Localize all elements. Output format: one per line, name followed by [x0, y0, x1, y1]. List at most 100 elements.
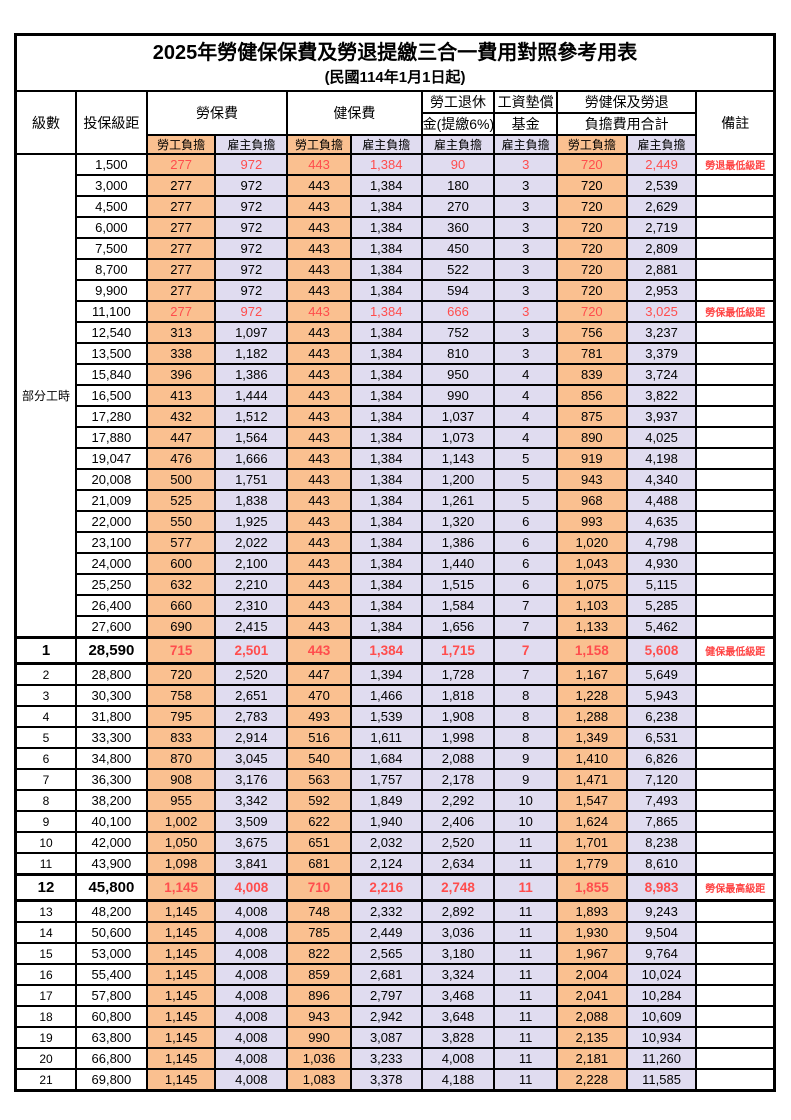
cell-health-employer: 1,384 [349, 552, 423, 575]
cell-health-employer: 2,449 [349, 921, 423, 944]
cell-salary-bracket: 28,800 [75, 662, 148, 686]
cell-remark: 勞保最低級距 [695, 300, 776, 323]
cell-level: 7 [14, 768, 77, 791]
cell-remark [695, 684, 776, 707]
cell-pension-employer: 4,188 [420, 1068, 496, 1092]
cell-labor-worker: 447 [145, 426, 217, 449]
cell-health-employer: 1,384 [349, 384, 423, 407]
cell-remark [695, 662, 776, 686]
cell-wage-fund-employer: 6 [493, 573, 558, 596]
table-row: 11 43,900 1,098 3,841 681 2,124 2,634 11 1,779 8,… [14, 852, 776, 876]
cell-labor-employer: 972 [214, 279, 289, 302]
cell-salary-bracket: 25,250 [75, 573, 148, 596]
cell-total-worker: 781 [555, 342, 628, 365]
cell-health-employer: 1,384 [349, 468, 423, 491]
cell-health-worker: 443 [286, 279, 352, 302]
table-row: 21,009 525 1,838 443 1,384 1,261 5 968 4,488 [16, 489, 776, 512]
cell-labor-worker: 1,145 [145, 984, 217, 1007]
cell-total-employer: 10,934 [625, 1026, 698, 1049]
cell-labor-worker: 277 [145, 237, 217, 260]
cell-level: 16 [14, 963, 77, 986]
cell-remark [695, 747, 776, 770]
cell-total-employer: 5,943 [625, 684, 698, 707]
cell-total-employer: 10,609 [625, 1005, 698, 1028]
cell-pension-employer: 3,828 [420, 1026, 496, 1049]
cell-health-employer: 1,684 [349, 747, 423, 770]
cell-total-worker: 720 [555, 153, 628, 176]
table-row: 21 69,800 1,145 4,008 1,083 3,378 4,188 11 2,228… [14, 1068, 776, 1092]
cell-salary-bracket: 38,200 [75, 789, 148, 812]
cell-labor-worker: 313 [145, 321, 217, 344]
fee-reference-table-wrap: 2025年勞健保保費及勞退提繳三合一費用對照參考用表 (民國114年1月1日起)… [14, 33, 776, 1092]
cell-labor-worker: 550 [145, 510, 217, 533]
table-row: 8 38,200 955 3,342 592 1,849 2,292 10 1,547 7,493 [14, 789, 776, 812]
cell-labor-worker: 1,145 [145, 963, 217, 986]
cell-salary-bracket: 28,590 [75, 636, 148, 665]
cell-pension-employer: 666 [420, 300, 496, 323]
cell-wage-fund-employer: 3 [493, 321, 558, 344]
cell-salary-bracket: 13,500 [75, 342, 148, 365]
cell-pension-employer: 1,656 [420, 615, 496, 639]
cell-labor-worker: 396 [145, 363, 217, 386]
cell-pension-employer: 594 [420, 279, 496, 302]
cell-labor-employer: 2,501 [214, 636, 289, 665]
cell-health-worker: 470 [286, 684, 352, 707]
cell-health-worker: 443 [286, 573, 352, 596]
table-row: 23,100 577 2,022 443 1,384 1,386 6 1,020 4,798 [16, 531, 776, 554]
cell-salary-bracket: 6,000 [75, 216, 148, 239]
cell-labor-worker: 795 [145, 705, 217, 728]
cell-labor-employer: 972 [214, 153, 289, 176]
table-row: 18 60,800 1,145 4,008 943 2,942 3,648 11 2,088 10… [14, 1005, 776, 1028]
cell-health-worker: 447 [286, 662, 352, 686]
cell-salary-bracket: 66,800 [75, 1047, 148, 1070]
cell-health-employer: 2,681 [349, 963, 423, 986]
cell-health-employer: 1,384 [349, 573, 423, 596]
cell-total-employer: 3,025 [625, 300, 698, 323]
cell-total-worker: 1,133 [555, 615, 628, 639]
cell-wage-fund-employer: 3 [493, 174, 558, 197]
cell-labor-worker: 1,145 [145, 1068, 217, 1092]
cell-salary-bracket: 4,500 [75, 195, 148, 218]
table-row: 16,500 413 1,444 443 1,384 990 4 856 3,822 [16, 384, 776, 407]
cell-health-employer: 2,797 [349, 984, 423, 1007]
subheader-health-employer: 雇主負擔 [349, 134, 423, 155]
cell-health-employer: 3,378 [349, 1068, 423, 1092]
cell-salary-bracket: 43,900 [75, 852, 148, 876]
cell-remark [695, 768, 776, 791]
cell-salary-bracket: 69,800 [75, 1068, 148, 1092]
cell-wage-fund-employer: 4 [493, 384, 558, 407]
cell-labor-employer: 3,841 [214, 852, 289, 876]
cell-level: 2 [14, 662, 77, 686]
cell-level: 9 [14, 810, 77, 833]
cell-health-employer: 3,233 [349, 1047, 423, 1070]
cell-remark: 勞保最高級距 [695, 873, 776, 902]
cell-health-worker: 443 [286, 384, 352, 407]
cell-salary-bracket: 20,008 [75, 468, 148, 491]
cell-labor-employer: 972 [214, 300, 289, 323]
cell-salary-bracket: 55,400 [75, 963, 148, 986]
cell-total-worker: 2,181 [555, 1047, 628, 1070]
cell-pension-employer: 270 [420, 195, 496, 218]
cell-health-worker: 443 [286, 615, 352, 639]
cell-health-worker: 443 [286, 195, 352, 218]
cell-health-employer: 1,384 [349, 321, 423, 344]
cell-labor-employer: 3,342 [214, 789, 289, 812]
cell-wage-fund-employer: 3 [493, 342, 558, 365]
cell-total-employer: 7,493 [625, 789, 698, 812]
cell-remark [695, 258, 776, 281]
cell-pension-employer: 1,818 [420, 684, 496, 707]
cell-remark [695, 174, 776, 197]
table-row: 26,400 660 2,310 443 1,384 1,584 7 1,103 5,285 [16, 594, 776, 617]
cell-wage-fund-employer: 11 [493, 1068, 558, 1092]
cell-remark [695, 279, 776, 302]
cell-labor-employer: 3,176 [214, 768, 289, 791]
cell-pension-employer: 450 [420, 237, 496, 260]
cell-remark [695, 1005, 776, 1028]
cell-level: 19 [14, 1026, 77, 1049]
cell-labor-employer: 1,564 [214, 426, 289, 449]
cell-labor-worker: 1,145 [145, 921, 217, 944]
table-row: 12 45,800 1,145 4,008 710 2,216 2,748 11 1,855 8,… [14, 873, 776, 902]
cell-total-employer: 5,115 [625, 573, 698, 596]
cell-labor-worker: 1,145 [145, 942, 217, 965]
cell-total-employer: 2,629 [625, 195, 698, 218]
